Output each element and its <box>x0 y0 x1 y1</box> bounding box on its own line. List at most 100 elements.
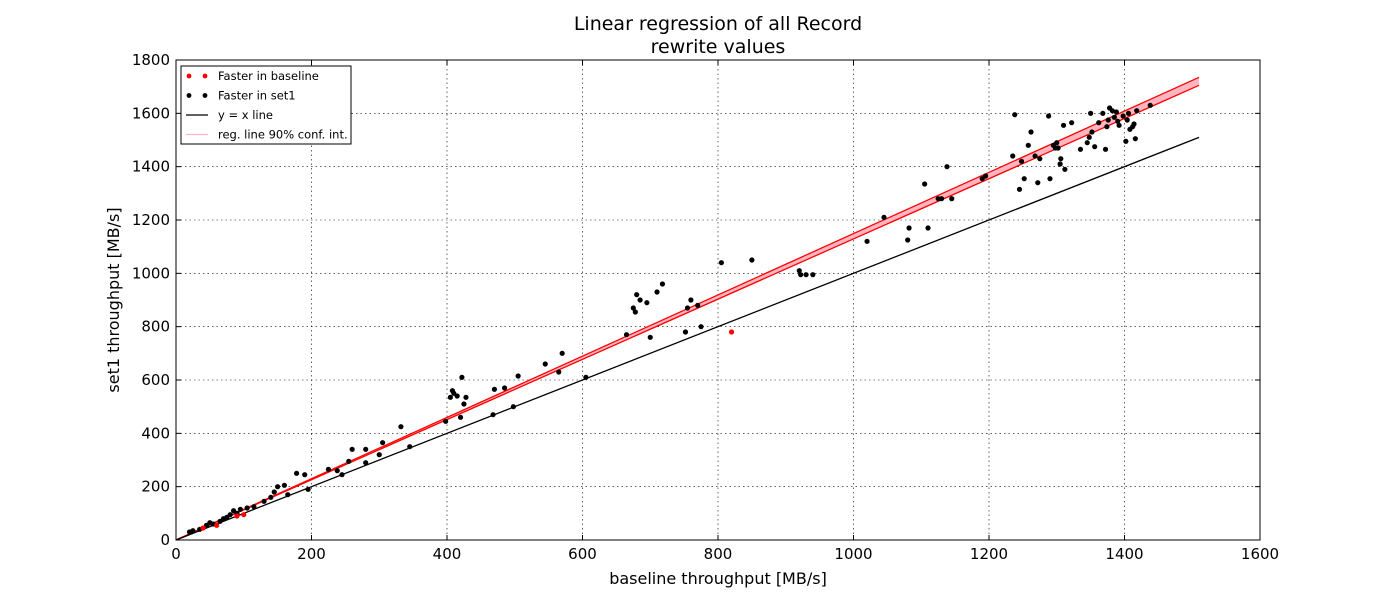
point-faster-in-set1 <box>376 452 382 458</box>
point-faster-in-set1 <box>1060 122 1067 128</box>
point-faster-in-set1 <box>334 468 340 474</box>
y-tick-label: 1800 <box>132 51 170 69</box>
legend-box <box>180 65 352 145</box>
point-faster-in-set1 <box>637 297 643 303</box>
point-faster-in-set1 <box>1047 176 1053 182</box>
point-faster-in-set1 <box>285 492 291 498</box>
point-faster-in-set1 <box>491 386 498 392</box>
point-faster-in-set1 <box>1109 108 1115 114</box>
point-faster-in-set1 <box>644 300 650 306</box>
point-faster-in-set1 <box>1115 118 1121 124</box>
point-faster-in-set1 <box>447 394 453 400</box>
point-faster-in-set1 <box>463 394 469 400</box>
y-tick-label: 200 <box>141 478 170 496</box>
point-faster-in-set1 <box>510 404 516 410</box>
point-faster-in-set1 <box>1086 134 1092 140</box>
point-faster-in-set1 <box>949 196 955 202</box>
point-faster-in-set1 <box>1134 108 1140 114</box>
point-faster-in-set1 <box>227 512 233 518</box>
point-faster-in-set1 <box>1037 156 1043 162</box>
point-faster-in-set1 <box>1104 124 1110 130</box>
point-faster-in-set1 <box>1124 117 1130 123</box>
point-faster-in-set1 <box>346 458 352 464</box>
x-tick-label: 1400 <box>1105 545 1143 563</box>
point-faster-in-set1 <box>922 181 928 187</box>
point-faster-in-set1 <box>490 412 496 418</box>
point-faster-in-set1 <box>1131 121 1137 127</box>
point-faster-in-set1 <box>339 472 345 478</box>
point-faster-in-set1 <box>695 302 701 308</box>
point-faster-in-set1 <box>1069 120 1075 126</box>
point-faster-in-set1 <box>1010 153 1016 159</box>
point-faster-in-set1 <box>363 446 369 452</box>
point-faster-in-set1 <box>796 268 802 274</box>
y-tick-label: 1400 <box>132 158 170 176</box>
point-faster-in-set1 <box>1032 153 1038 159</box>
x-tick-label: 600 <box>568 545 597 563</box>
grid-lines <box>176 60 1260 540</box>
legend: Faster in baseline Faster in set1 y = x li… <box>180 65 352 145</box>
point-faster-in-set1 <box>1120 113 1126 119</box>
point-faster-in-set1 <box>905 237 911 243</box>
point-faster-in-set1 <box>1147 102 1153 108</box>
point-faster-in-set1 <box>1116 122 1122 128</box>
point-faster-in-set1 <box>1123 138 1129 144</box>
legend-item-faster-in-baseline: Faster in baseline <box>186 69 319 83</box>
point-faster-in-set1 <box>864 238 870 244</box>
point-faster-in-set1 <box>1057 161 1063 167</box>
point-faster-in-set1 <box>325 466 332 472</box>
identity-line <box>175 136 1200 541</box>
point-faster-in-set1 <box>268 494 274 500</box>
legend-label: Faster in set1 <box>218 89 296 103</box>
point-faster-in-set1 <box>457 414 464 420</box>
x-tick-label: 1000 <box>834 545 872 563</box>
point-faster-in-set1 <box>443 418 449 424</box>
y-tick-label: 0 <box>160 531 170 549</box>
point-faster-in-set1 <box>684 305 691 311</box>
point-faster-in-baseline <box>200 525 206 531</box>
point-faster-in-set1 <box>1054 140 1060 146</box>
point-faster-in-set1 <box>281 482 287 488</box>
point-faster-in-set1 <box>237 506 243 512</box>
point-faster-in-set1 <box>647 334 653 340</box>
chart-title-line-2: rewrite values <box>651 36 786 58</box>
point-faster-in-set1 <box>1077 146 1084 152</box>
point-faster-in-set1 <box>380 440 386 446</box>
point-faster-in-set1 <box>1111 114 1117 120</box>
point-faster-in-set1 <box>190 528 196 534</box>
point-faster-in-set1 <box>271 489 277 495</box>
point-faster-in-set1 <box>749 257 755 263</box>
point-faster-in-set1 <box>698 324 704 330</box>
point-faster-in-set1 <box>583 374 589 380</box>
legend-item-reg-line-90-conf-int-: reg. line 90% conf. int. <box>186 128 348 142</box>
x-tick-label: 1600 <box>1241 545 1279 563</box>
point-faster-in-set1 <box>1035 180 1041 186</box>
point-faster-in-set1 <box>261 498 267 504</box>
point-faster-in-baseline <box>234 513 240 519</box>
legend-marker-dot <box>186 73 192 79</box>
point-faster-in-set1 <box>363 460 369 466</box>
chart-title-line-1: Linear regression of all Record <box>574 13 862 35</box>
point-faster-in-set1 <box>634 292 640 298</box>
legend-label: reg. line 90% conf. int. <box>218 128 348 142</box>
y-tick-label: 1200 <box>132 211 170 229</box>
y-tick-label: 600 <box>141 371 170 389</box>
point-faster-in-set1 <box>1096 120 1102 126</box>
legend-marker-dot <box>202 73 208 79</box>
point-faster-in-set1 <box>718 260 724 266</box>
point-faster-in-set1 <box>1062 166 1068 172</box>
point-faster-in-set1 <box>1125 110 1132 116</box>
point-faster-in-set1 <box>938 196 945 202</box>
point-faster-in-set1 <box>1025 142 1031 148</box>
point-faster-in-set1 <box>1113 109 1119 115</box>
point-faster-in-baseline <box>728 329 735 335</box>
point-faster-in-set1 <box>398 424 404 430</box>
point-faster-in-set1 <box>1021 176 1027 182</box>
x-axis-label: baseline throughput [MB/s] <box>609 569 827 588</box>
axis-ticks <box>175 59 1261 541</box>
data-points <box>186 102 1153 535</box>
point-faster-in-set1 <box>632 309 638 315</box>
point-faster-in-set1 <box>275 484 281 490</box>
point-faster-in-set1 <box>1058 156 1064 162</box>
